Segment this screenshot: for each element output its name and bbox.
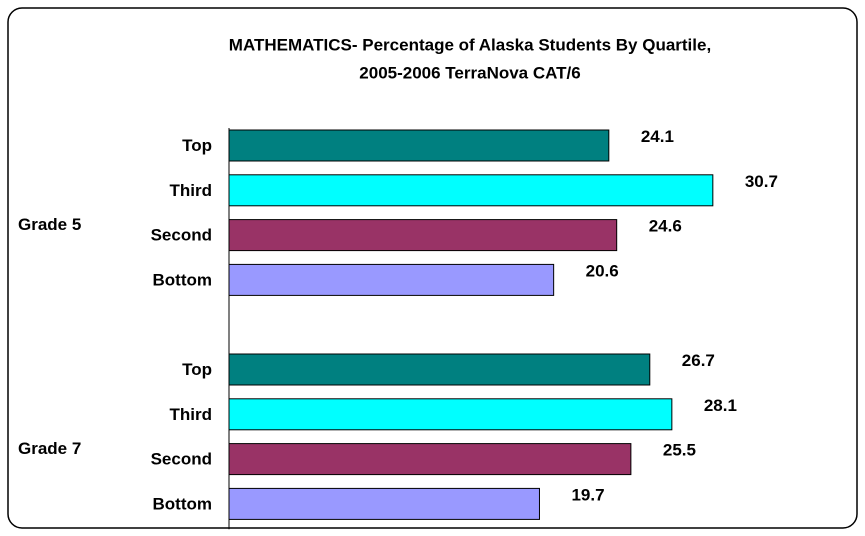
- bar: [228, 487, 540, 520]
- category-label: Bottom: [153, 494, 212, 513]
- category-label: Top: [182, 360, 212, 379]
- bar: [228, 443, 632, 476]
- bar: [228, 353, 651, 386]
- data-label: 24.1: [641, 127, 674, 146]
- data-label: 28.1: [704, 396, 737, 415]
- category-label: Third: [170, 181, 213, 200]
- data-label: 30.7: [745, 172, 778, 191]
- bar: [228, 398, 673, 431]
- bar: [228, 219, 618, 252]
- data-label: 20.6: [586, 261, 619, 280]
- bar: [228, 174, 714, 207]
- category-label: Second: [151, 450, 212, 469]
- data-label: 24.6: [649, 217, 682, 236]
- group-label: Grade 7: [18, 439, 81, 458]
- data-label: 19.7: [571, 485, 604, 504]
- bar: [228, 129, 610, 162]
- data-label: 26.7: [682, 351, 715, 370]
- category-label: Bottom: [153, 270, 212, 289]
- chart-title: 2005-2006 TerraNova CAT/6: [359, 63, 580, 82]
- bar: [228, 263, 555, 296]
- chart-title: MATHEMATICS- Percentage of Alaska Studen…: [229, 35, 711, 54]
- category-label: Top: [182, 136, 212, 155]
- group-label: Grade 5: [18, 215, 81, 234]
- data-label: 25.5: [663, 441, 696, 460]
- category-label: Third: [170, 405, 213, 424]
- category-label: Second: [151, 226, 212, 245]
